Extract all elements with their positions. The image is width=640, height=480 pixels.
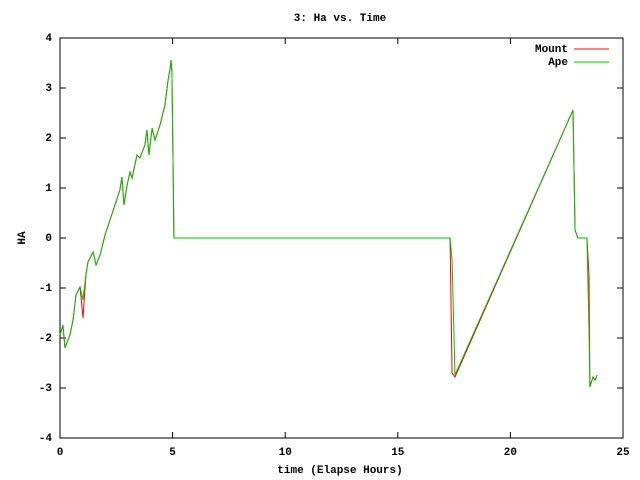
legend-label: Ape — [548, 57, 568, 69]
y-tick-label: 3 — [45, 83, 52, 95]
y-axis-label: HA — [17, 231, 29, 245]
y-tick-label: -4 — [39, 433, 53, 445]
y-tick-label: 4 — [45, 33, 52, 45]
x-tick-label: 25 — [616, 447, 630, 459]
data-line — [59, 59, 598, 388]
y-tick-label: 0 — [45, 233, 52, 245]
x-axis-label: time (Elapse Hours) — [277, 465, 402, 477]
chart-title: 3: Ha vs. Time — [294, 13, 387, 25]
x-tick-label: 0 — [57, 447, 64, 459]
x-tick-label: 5 — [169, 447, 176, 459]
x-tick-label: 15 — [391, 447, 405, 459]
y-tick-label: 1 — [45, 183, 52, 195]
x-tick-label: 10 — [279, 447, 292, 459]
y-tick-label: -1 — [39, 283, 53, 295]
y-tick-label: -3 — [39, 383, 53, 395]
y-tick-label: -2 — [39, 333, 52, 345]
legend-label: Mount — [535, 44, 568, 56]
y-tick-label: 2 — [45, 133, 52, 145]
x-tick-label: 20 — [504, 447, 517, 459]
